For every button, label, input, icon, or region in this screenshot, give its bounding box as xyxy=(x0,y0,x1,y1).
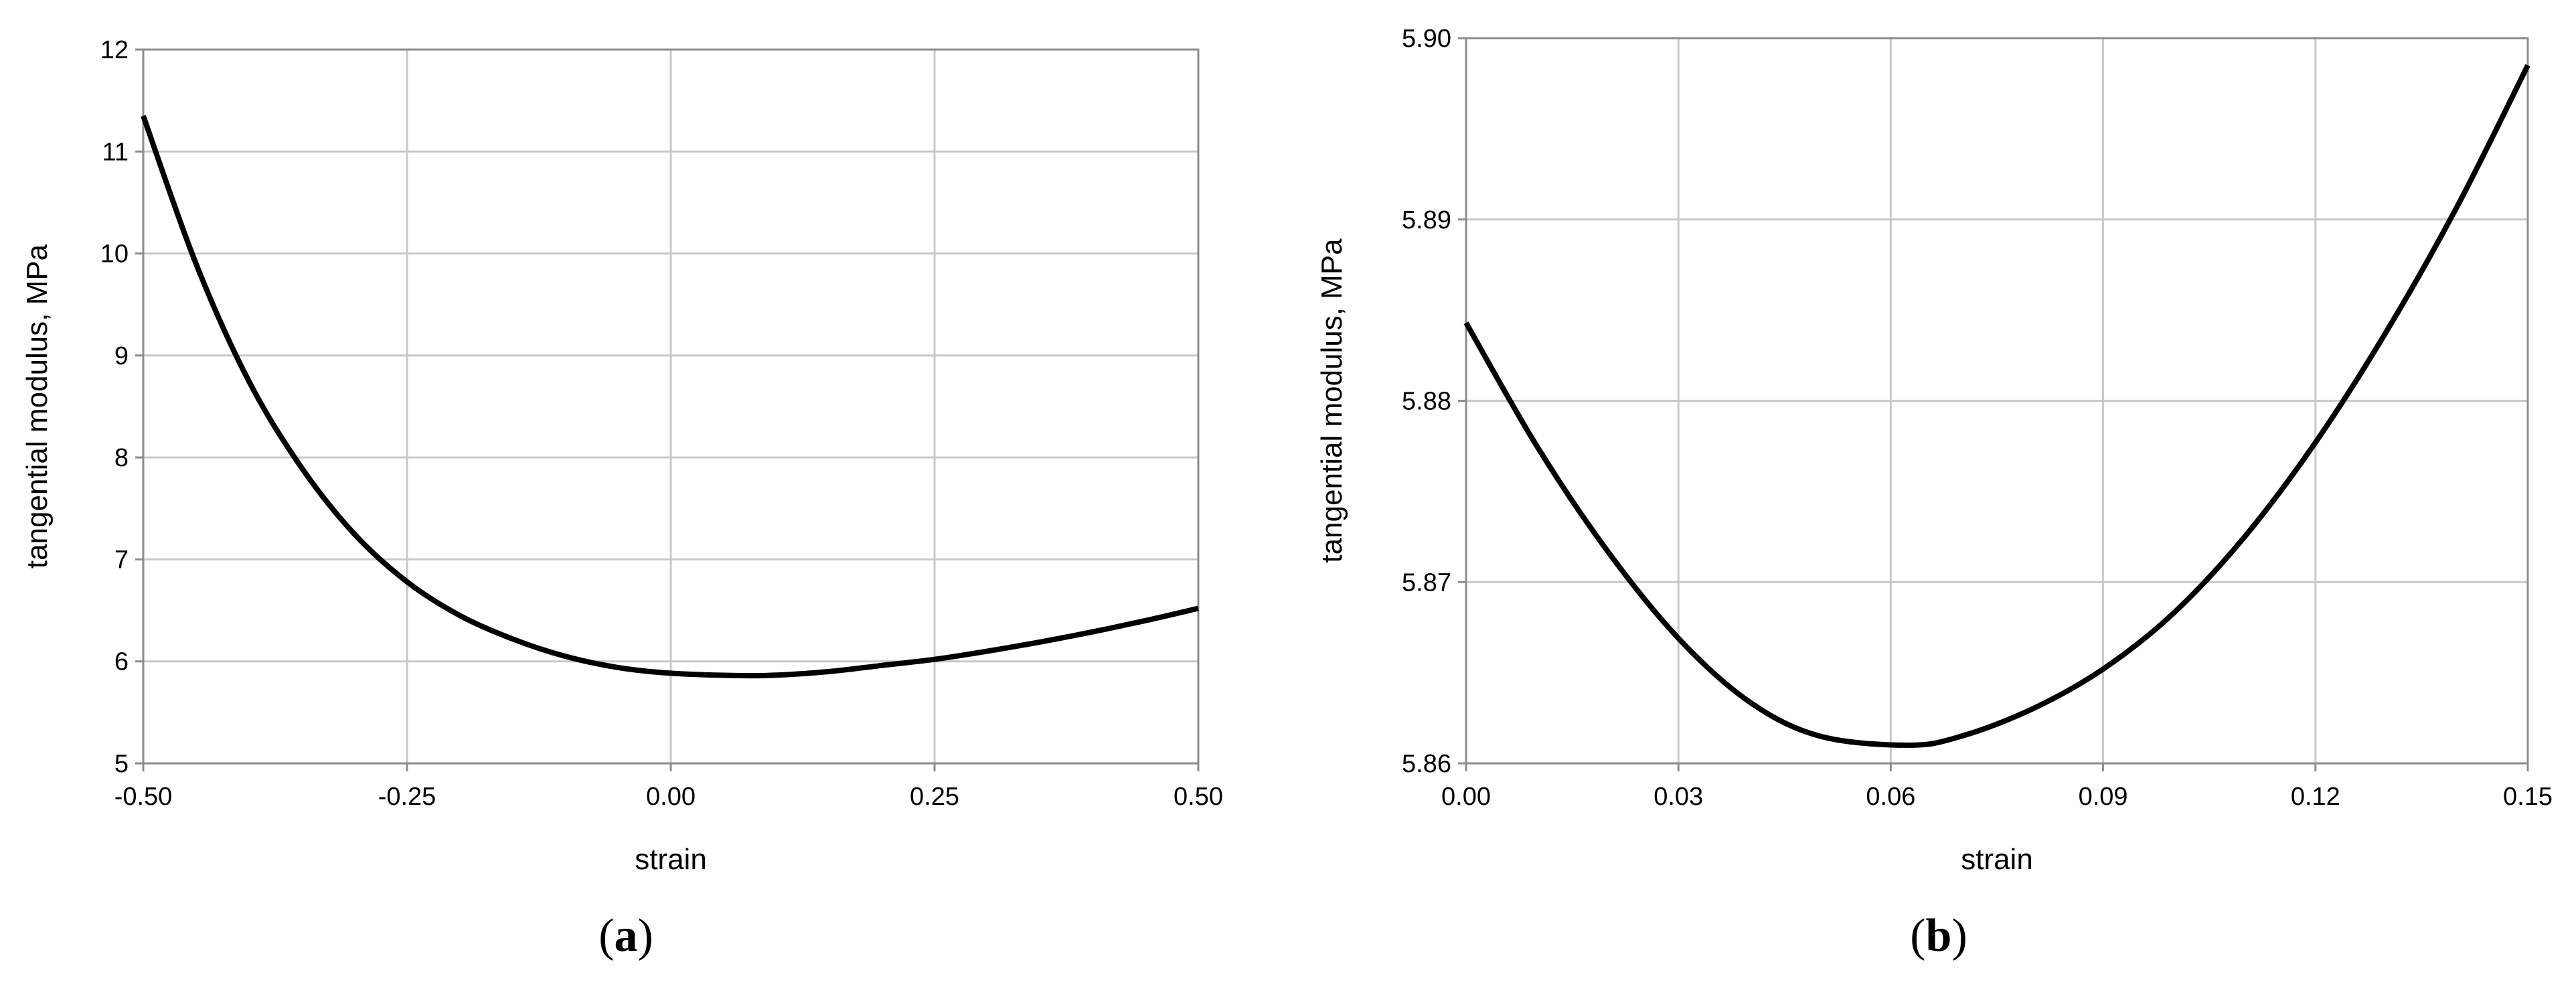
x-tick-label: -0.25 xyxy=(378,783,436,811)
x-tick-label: 0.06 xyxy=(1866,783,1915,811)
x-axis-title: strain xyxy=(635,843,707,876)
y-axis-title: tangential modulus, MPa xyxy=(21,244,54,568)
panel-label-close-paren: ) xyxy=(1951,910,1967,962)
panel-label-close-paren: ) xyxy=(638,910,653,962)
panel-label: (b) xyxy=(1910,910,1967,962)
x-tick-label: 0.00 xyxy=(1441,783,1491,811)
y-tick-label: 11 xyxy=(102,138,129,166)
tick-labels: -0.50 -0.25 0.00 0.25 0.50 5 6 7 8 9 10 11 12 xyxy=(100,36,1223,811)
x-tick-label: 0.00 xyxy=(646,783,696,811)
y-tick-label: 10 xyxy=(100,240,129,269)
series-line xyxy=(1463,64,2530,748)
x-tick-label: -0.50 xyxy=(114,783,173,811)
y-tick-label: 7 xyxy=(114,546,129,574)
y-tick-label: 12 xyxy=(100,36,129,64)
x-tick-label: 0.03 xyxy=(1654,783,1703,811)
y-tick-label: 6 xyxy=(114,648,129,676)
x-tick-label: 0.15 xyxy=(2503,783,2553,811)
panel-label-open-paren: ( xyxy=(1910,910,1925,962)
panel-label-letter: a xyxy=(615,910,638,962)
y-tick-label: 9 xyxy=(114,342,129,370)
y-tick-label: 5 xyxy=(114,750,129,778)
panel-label: (a) xyxy=(598,910,653,962)
y-tick-label: 5.86 xyxy=(1402,750,1451,778)
y-tick-label: 5.88 xyxy=(1402,388,1451,416)
panel-label-letter: b xyxy=(1926,910,1952,962)
x-tick-label: 0.25 xyxy=(910,783,959,811)
y-axis-title: tangential modulus, MPa xyxy=(1315,238,1348,563)
y-tick-label: 8 xyxy=(114,444,129,472)
y-tick-label: 5.90 xyxy=(1402,25,1451,53)
series-line xyxy=(141,115,1199,679)
chart-panel-b: 0.00 0.03 0.06 0.09 0.12 0.15 5.86 5.87 5.88 5.89… xyxy=(1315,25,2553,962)
gridlines xyxy=(1465,37,2529,765)
y-tick-label: 5.87 xyxy=(1402,568,1451,597)
tick-labels: 0.00 0.03 0.06 0.09 0.12 0.15 5.86 5.87 5.88 5.89… xyxy=(1402,25,2553,811)
x-tick-label: 0.50 xyxy=(1174,783,1223,811)
x-tick-label: 0.12 xyxy=(2291,783,2340,811)
x-tick-label: 0.09 xyxy=(2079,783,2128,811)
panel-label-open-paren: ( xyxy=(598,910,614,962)
gridlines xyxy=(142,48,1200,765)
x-axis-title: strain xyxy=(1961,843,2033,876)
y-tick-label: 5.89 xyxy=(1402,206,1451,234)
chart-panel-a: -0.50 -0.25 0.00 0.25 0.50 5 6 7 8 9 10 11 12 strain t… xyxy=(21,36,1223,962)
